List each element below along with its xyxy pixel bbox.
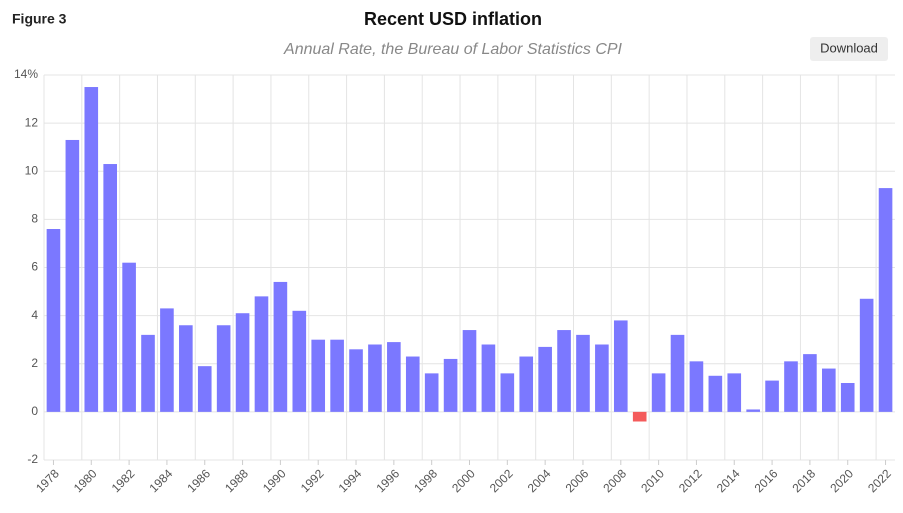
bar	[822, 368, 836, 412]
chart-title: Recent USD inflation	[364, 9, 542, 29]
x-tick-label: 2010	[638, 466, 667, 495]
bar	[538, 346, 552, 412]
x-tick-label: 1984	[147, 466, 176, 495]
bar	[595, 344, 609, 412]
x-tick-label: 2014	[714, 466, 743, 495]
bar	[481, 344, 496, 412]
bar	[613, 320, 628, 412]
y-tick-label: 4	[31, 308, 38, 322]
bar	[632, 411, 647, 422]
bar	[727, 373, 742, 412]
bar	[292, 310, 307, 412]
x-tick-label: 2018	[789, 466, 818, 495]
x-tick-label: 1998	[411, 466, 440, 495]
y-tick-label: 0	[31, 404, 38, 418]
download-button[interactable]: Download	[810, 37, 888, 61]
bar	[651, 373, 666, 412]
bar	[387, 342, 401, 412]
bar	[784, 361, 798, 412]
button-bg[interactable]	[810, 37, 888, 61]
button-label[interactable]: Download	[820, 40, 878, 55]
y-tick-label: 10	[25, 163, 39, 177]
x-tick-label: 2016	[752, 466, 781, 495]
x-tick-label: 1982	[109, 466, 138, 495]
bar	[689, 361, 704, 412]
bar	[349, 349, 363, 412]
bar	[330, 339, 344, 412]
x-tick-label: 1978	[33, 466, 62, 495]
x-tick-label: 2004	[525, 466, 554, 495]
x-tick-label: 1996	[373, 466, 402, 495]
bar	[84, 87, 99, 412]
y-tick-label: 2	[31, 356, 38, 370]
bar	[576, 334, 590, 412]
bar	[197, 366, 212, 412]
y-tick-label: 8	[31, 212, 38, 226]
x-tick-label: 1994	[336, 466, 365, 495]
bar	[65, 139, 80, 412]
bar	[254, 296, 269, 412]
y-tick-label: 14%	[14, 67, 38, 81]
bar	[216, 325, 231, 412]
x-tick-label: 2020	[827, 466, 856, 495]
bar	[46, 229, 61, 412]
x-tick-label: 1992	[298, 466, 327, 495]
bar	[368, 344, 382, 412]
x-tick-label: 1980	[71, 466, 100, 495]
bar	[405, 356, 420, 412]
bar	[708, 375, 723, 412]
bar	[519, 356, 534, 412]
bar	[122, 262, 136, 412]
bar	[803, 354, 817, 412]
x-tick-label: 1988	[222, 466, 251, 495]
bar	[878, 188, 893, 412]
y-tick-label: -2	[27, 452, 38, 466]
bar	[311, 339, 326, 412]
figure-label: Figure 3	[12, 11, 67, 27]
bar	[859, 298, 874, 412]
bar	[500, 373, 515, 412]
y-tick-label: 6	[31, 260, 38, 274]
bar	[670, 334, 685, 412]
x-tick-label: 2008	[600, 466, 629, 495]
bar	[462, 330, 477, 412]
chart-subtitle: Annual Rate, the Bureau of Labor Statist…	[283, 41, 623, 58]
bar	[443, 358, 458, 412]
x-tick-label: 1986	[184, 466, 213, 495]
x-tick-label: 2006	[563, 466, 592, 495]
bar	[160, 308, 174, 412]
bar	[179, 325, 193, 412]
x-tick-label: 1990	[260, 466, 289, 495]
y-tick-label: 12	[25, 115, 39, 129]
bar	[103, 164, 117, 412]
bar	[746, 409, 760, 412]
bar	[424, 373, 439, 412]
x-tick-label: 2002	[487, 466, 516, 495]
bar	[557, 330, 571, 412]
bar	[235, 313, 250, 412]
x-tick-label: 2012	[676, 466, 705, 495]
x-tick-label: 2000	[449, 466, 478, 495]
x-tick-label: 2022	[865, 466, 894, 495]
bar	[273, 281, 288, 412]
bar	[840, 383, 855, 412]
bar	[765, 380, 779, 412]
bar	[141, 334, 155, 412]
